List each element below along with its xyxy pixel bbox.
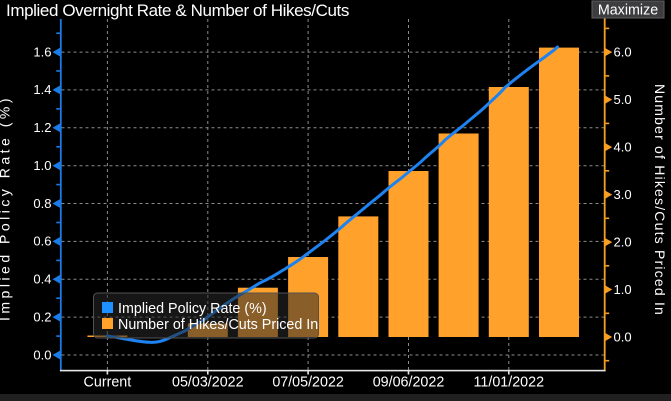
svg-text:Maximize: Maximize [598, 3, 658, 19]
svg-text:Current: Current [84, 375, 132, 391]
svg-text:0.4: 0.4 [33, 272, 51, 287]
svg-text:1.0: 1.0 [614, 282, 632, 297]
svg-text:0.0: 0.0 [33, 347, 51, 362]
svg-text:4.0: 4.0 [614, 139, 632, 154]
svg-text:1.2: 1.2 [33, 120, 51, 135]
svg-text:1.6: 1.6 [33, 44, 51, 59]
svg-text:1.4: 1.4 [33, 82, 51, 97]
svg-text:05/03/2022: 05/03/2022 [172, 375, 244, 391]
svg-text:3.0: 3.0 [614, 187, 632, 202]
svg-text:0.8: 0.8 [33, 196, 51, 211]
svg-text:Implied Overnight Rate & Numbe: Implied Overnight Rate & Number of Hikes… [6, 1, 349, 20]
svg-text:2.0: 2.0 [614, 234, 632, 249]
svg-text:Number of Hikes/Cuts Priced In: Number of Hikes/Cuts Priced In [652, 84, 668, 316]
svg-text:0.2: 0.2 [33, 309, 51, 324]
svg-text:07/05/2022: 07/05/2022 [272, 375, 344, 391]
svg-text:11/01/2022: 11/01/2022 [474, 375, 545, 391]
svg-text:1.0: 1.0 [33, 158, 51, 173]
svg-text:5.0: 5.0 [614, 92, 632, 107]
svg-text:0.6: 0.6 [33, 234, 51, 249]
svg-text:0.0: 0.0 [614, 329, 632, 344]
svg-text:09/06/2022: 09/06/2022 [373, 375, 445, 391]
svg-text:6.0: 6.0 [614, 44, 632, 59]
svg-text:Number of Hikes/Cuts Priced In: Number of Hikes/Cuts Priced In [118, 317, 318, 333]
svg-text:Implied Policy Rate (%): Implied Policy Rate (%) [0, 95, 13, 321]
svg-text:Implied Policy Rate (%): Implied Policy Rate (%) [118, 301, 267, 317]
